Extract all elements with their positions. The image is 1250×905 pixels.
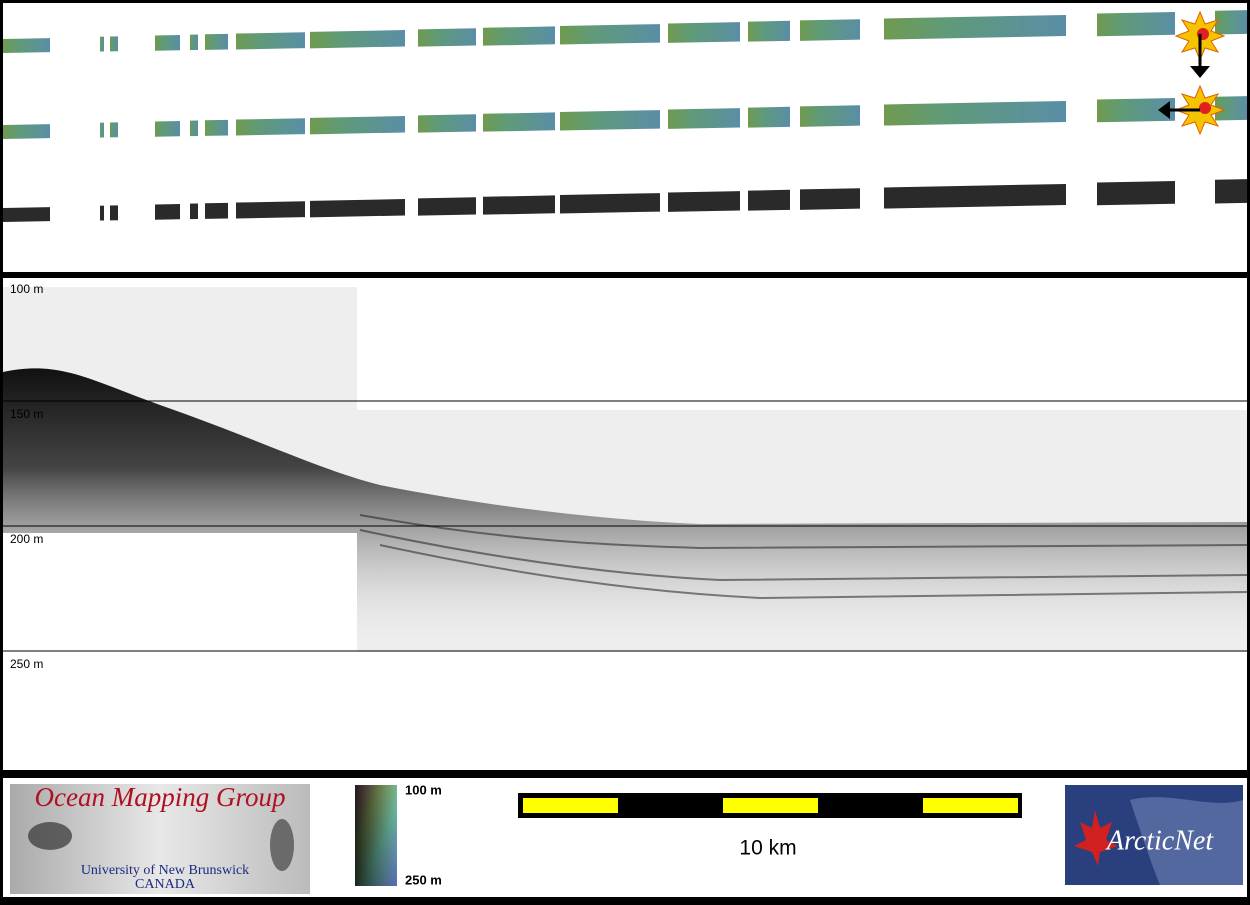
swath-strip xyxy=(668,191,740,212)
swath-strip xyxy=(668,22,740,43)
logo-shape xyxy=(28,822,72,850)
swath-strip xyxy=(190,34,198,51)
depth-label: 200 m xyxy=(10,532,43,546)
swath-strip xyxy=(1097,180,1175,206)
depth-label: 250 m xyxy=(10,657,43,671)
logo-shape xyxy=(270,819,294,871)
swath-strip xyxy=(1215,10,1247,35)
swath-strip xyxy=(1215,179,1247,204)
swath-strip xyxy=(3,207,50,223)
swath-strip xyxy=(205,33,228,50)
colorbar-label: 250 m xyxy=(405,872,442,887)
swath-strip xyxy=(1097,11,1175,37)
swath-strip xyxy=(483,26,555,46)
depth-lines xyxy=(3,400,1247,652)
swath-strip xyxy=(748,106,790,128)
scale-segment xyxy=(923,798,1018,813)
swath-strip xyxy=(483,195,555,215)
swath-strip xyxy=(100,36,104,52)
swath-strip xyxy=(668,108,740,129)
swath-strip xyxy=(155,203,180,220)
swath-strip xyxy=(748,20,790,42)
swath-strip xyxy=(190,120,198,137)
colorbar-label: 100 m xyxy=(405,782,442,797)
swath-strip xyxy=(110,205,118,221)
swath-strip xyxy=(3,124,50,140)
omg-line: University of New Brunswick xyxy=(81,863,249,878)
swath-strip xyxy=(205,202,228,219)
omg-title: Ocean Mapping Group xyxy=(35,782,286,812)
depth-label: 150 m xyxy=(10,407,43,421)
swath-strip xyxy=(100,122,104,138)
scale-label: 10 km xyxy=(739,837,796,860)
swath-strip xyxy=(205,119,228,136)
swath-strip xyxy=(483,112,555,132)
swath-strip xyxy=(155,120,180,137)
swath-strip xyxy=(800,105,860,127)
scale-segment xyxy=(723,798,818,813)
swath-strip xyxy=(236,118,305,136)
maple-leaf xyxy=(1074,810,1118,866)
swath-panel xyxy=(3,3,1247,272)
seabed-profile xyxy=(3,368,1247,652)
colorbar-shade xyxy=(355,785,397,886)
swath-strip xyxy=(560,193,660,214)
swath-strip xyxy=(560,110,660,131)
scale-segment xyxy=(523,798,618,813)
swath-strip xyxy=(236,201,305,219)
swath-strip xyxy=(110,36,118,52)
sun-markers xyxy=(1158,10,1226,136)
swath-strip xyxy=(1215,96,1247,121)
swath-strip xyxy=(155,34,180,51)
arcticnet-name: ArcticNet xyxy=(1105,825,1214,856)
logo-map xyxy=(1130,797,1243,885)
sediment-layers xyxy=(359,514,1248,600)
swath-strip xyxy=(884,100,1066,126)
swath-strips xyxy=(3,10,1247,223)
swath-strip xyxy=(418,197,476,216)
swath-strip xyxy=(884,183,1066,209)
swath-strip xyxy=(236,32,305,50)
swath-strip xyxy=(1097,97,1175,123)
swath-strip xyxy=(310,29,405,49)
swath-strip xyxy=(310,115,405,135)
swath-strip xyxy=(310,198,405,218)
depth-label: 100 m xyxy=(10,282,43,296)
swath-strip xyxy=(418,114,476,133)
swath-strip xyxy=(560,24,660,45)
swath-strip xyxy=(748,189,790,211)
swath-strip xyxy=(884,14,1066,40)
swath-strip xyxy=(3,38,50,54)
swath-strip xyxy=(110,122,118,138)
omg-line: CANADA xyxy=(135,877,196,892)
swath-strip xyxy=(190,203,198,220)
swath-strip xyxy=(800,188,860,210)
swath-strip xyxy=(100,205,104,221)
swath-strip xyxy=(418,28,476,47)
swath-strip xyxy=(800,19,860,41)
